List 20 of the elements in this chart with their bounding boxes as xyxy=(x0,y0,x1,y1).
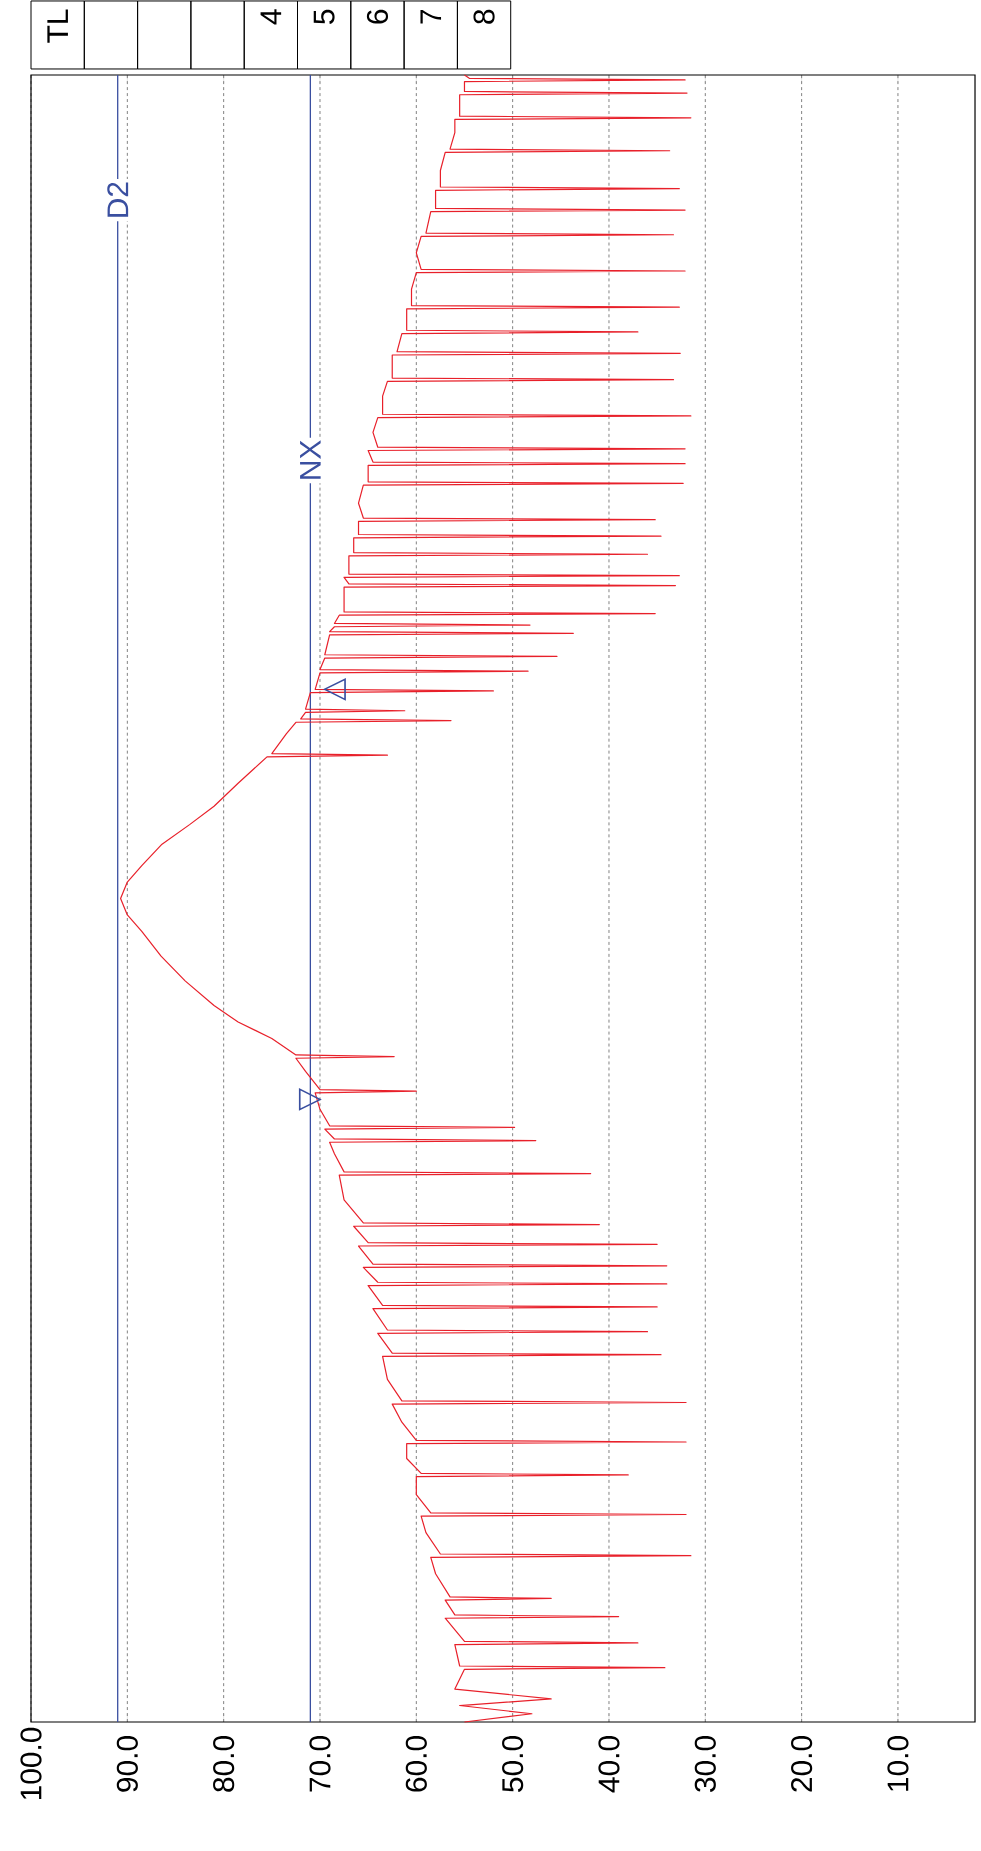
text: 4 xyxy=(260,9,282,25)
x-tick-label: 60.0 xyxy=(405,1736,427,1792)
text: 6 xyxy=(366,9,389,24)
x-tick-label: 20.0 xyxy=(791,1736,813,1792)
text: 5 xyxy=(313,9,335,24)
text: 7 xyxy=(420,9,442,24)
text: TL xyxy=(47,9,68,43)
text: 8 xyxy=(473,9,495,24)
x-tick-label: 40.0 xyxy=(598,1736,620,1793)
ref-line-label: NX xyxy=(300,440,321,479)
x-tick-label: 80.0 xyxy=(213,1736,235,1792)
x-tick-label: 90.0 xyxy=(116,1736,138,1792)
x-tick-label: 10.0 xyxy=(887,1736,909,1791)
annotation: △ xyxy=(323,677,346,701)
ref-line-label: D2 xyxy=(107,182,129,217)
x-tick-label: 70.0 xyxy=(309,1736,331,1792)
x-tick-label: 30.0 xyxy=(694,1736,716,1792)
x-tick-label: 50.0 xyxy=(502,1736,524,1792)
annotation: ▽ xyxy=(298,1088,322,1111)
x-tick-label: 100.0 xyxy=(20,1727,42,1800)
